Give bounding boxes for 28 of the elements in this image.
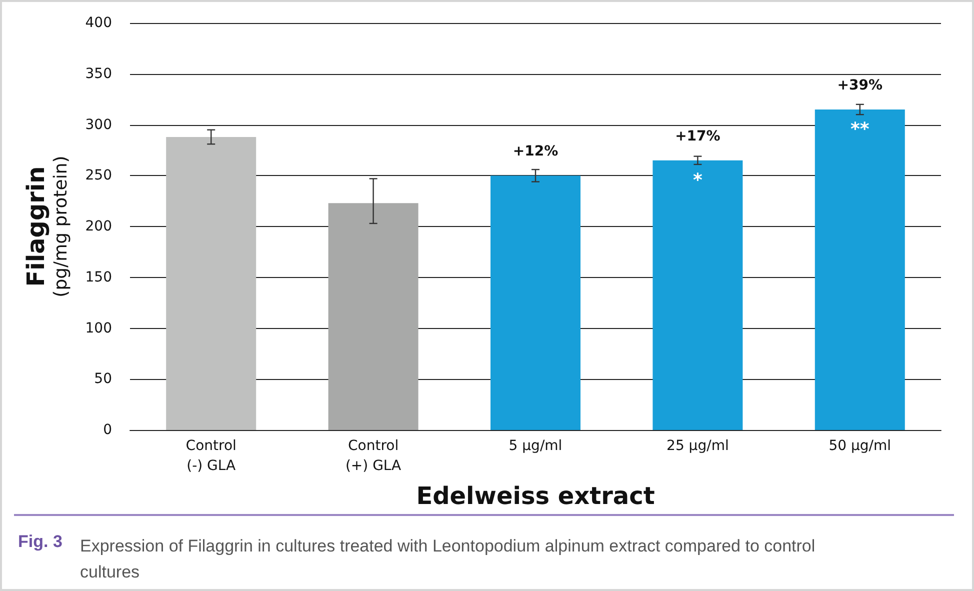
y-tick-label: 200 bbox=[85, 218, 112, 234]
bar bbox=[166, 136, 256, 430]
y-tick-label: 0 bbox=[103, 422, 112, 438]
bar bbox=[328, 203, 418, 430]
x-tick-label: 25 µg/ml bbox=[666, 438, 729, 454]
bar bbox=[652, 160, 743, 430]
y-tick-label: 350 bbox=[85, 66, 112, 82]
y-tick-label: 150 bbox=[85, 269, 112, 286]
text: Expression of Filaggrin in cultures treated with Leontopodium alpinum extract compared to control cultures bbox=[80, 536, 820, 582]
annotation: +17% bbox=[675, 128, 720, 144]
y-tick-label: 100 bbox=[85, 320, 112, 336]
caption: Fig. 3 bbox=[18, 532, 62, 551]
y-tick-label: 300 bbox=[85, 116, 112, 133]
bar bbox=[814, 109, 905, 430]
annotation: +12% bbox=[512, 144, 558, 160]
annotation: ** bbox=[850, 118, 870, 140]
y-tick-label: 50 bbox=[94, 371, 112, 388]
annotation: +39% bbox=[837, 77, 883, 94]
x-axis-title: Edelweiss extract bbox=[416, 482, 655, 510]
y-tick-label: 250 bbox=[85, 168, 112, 184]
x-tick-label: Control (-) GLA bbox=[186, 438, 236, 474]
annotation: * bbox=[692, 170, 703, 191]
bar bbox=[490, 176, 580, 430]
x-tick-label: 50 µg/ml bbox=[828, 438, 892, 454]
y-axis-title: Filaggrin (pg/mg protein) bbox=[22, 156, 72, 298]
x-tick-label: Control (+) GLA bbox=[345, 438, 402, 474]
y-tick-label: 400 bbox=[85, 15, 112, 31]
x-tick-label: 5 µg/ml bbox=[508, 438, 562, 454]
